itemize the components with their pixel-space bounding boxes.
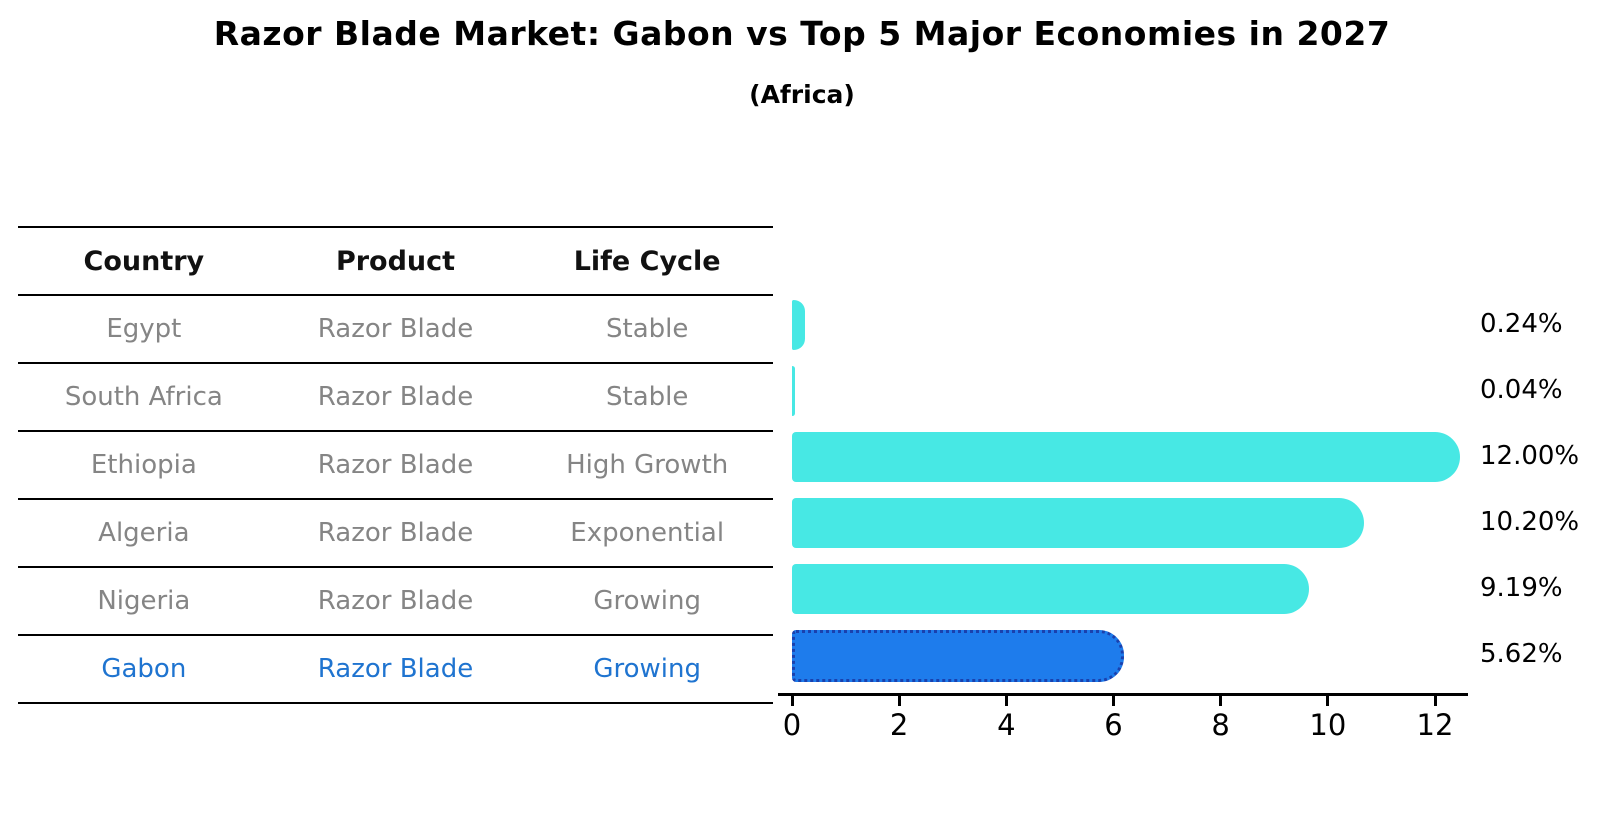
table-row: Algeria Razor Blade Exponential bbox=[18, 498, 773, 566]
x-axis-tick-label: 2 bbox=[889, 708, 909, 742]
x-axis-tick-label: 4 bbox=[997, 708, 1016, 742]
table-cell: Growing bbox=[593, 654, 701, 684]
table-cell: Ethiopia bbox=[90, 450, 197, 480]
table-header-row: Country Product Life Cycle bbox=[18, 226, 773, 294]
table-cell: Gabon bbox=[101, 654, 187, 684]
x-axis-tick-label: 12 bbox=[1416, 708, 1454, 742]
value-label: 12.00% bbox=[1480, 441, 1580, 471]
table-row: Egypt Razor Blade Stable bbox=[18, 294, 773, 362]
bar-egypt bbox=[792, 300, 805, 350]
x-axis-tick bbox=[1112, 696, 1115, 706]
table-cell: Razor Blade bbox=[317, 450, 474, 480]
table-row: Nigeria Razor Blade Growing bbox=[18, 566, 773, 634]
table-cell: Razor Blade bbox=[317, 654, 474, 684]
table-cell: Nigeria bbox=[97, 586, 191, 616]
value-label: 0.24% bbox=[1480, 309, 1563, 339]
table-cell: Razor Blade bbox=[317, 586, 474, 616]
x-axis-tick bbox=[897, 696, 901, 706]
x-axis-tick bbox=[1326, 696, 1330, 706]
table-cell: Razor Blade bbox=[317, 314, 474, 344]
comparison-table: Country Product Life Cycle Egypt Razor Blade… bbox=[18, 226, 773, 704]
x-axis-tick bbox=[790, 696, 794, 706]
chart-subtitle: (Africa) bbox=[749, 80, 855, 109]
x-axis-tick bbox=[1433, 696, 1437, 706]
table-row: Ethiopia Razor Blade High Growth bbox=[18, 430, 773, 498]
table-cell: Egypt bbox=[106, 314, 182, 344]
bar-south-africa bbox=[792, 366, 795, 416]
table-cell: Razor Blade bbox=[317, 518, 474, 548]
x-axis-tick-label: 6 bbox=[1104, 708, 1123, 742]
x-axis-tick bbox=[1219, 696, 1223, 706]
bar-algeria bbox=[792, 498, 1364, 548]
x-axis-tick-label: 8 bbox=[1211, 708, 1230, 742]
table-cell: Growing bbox=[593, 586, 701, 616]
table-cell: Razor Blade bbox=[317, 382, 474, 412]
table-cell: Stable bbox=[606, 382, 689, 412]
table-cell: South Africa bbox=[64, 382, 223, 412]
x-axis-tick-label: 0 bbox=[782, 708, 802, 742]
table-cell: Stable bbox=[606, 314, 689, 344]
column-header: Product bbox=[335, 245, 456, 277]
value-label: 9.19% bbox=[1480, 573, 1563, 603]
table-cell: Algeria bbox=[98, 518, 190, 548]
value-label: 5.62% bbox=[1480, 639, 1563, 669]
x-axis-tick bbox=[1004, 696, 1008, 706]
x-axis-line bbox=[778, 693, 1468, 696]
bar-nigeria bbox=[792, 564, 1310, 614]
chart-title: Razor Blade Market: Gabon vs Top 5 Major… bbox=[213, 14, 1391, 53]
table-row: South Africa Razor Blade Stable bbox=[18, 362, 773, 430]
table-row: Gabon Razor Blade Growing bbox=[18, 634, 773, 704]
column-header: Life Cycle bbox=[573, 245, 721, 277]
table-cell: Exponential bbox=[570, 518, 725, 548]
value-label: 0.04% bbox=[1480, 375, 1563, 405]
x-axis-tick-label: 10 bbox=[1309, 708, 1347, 742]
column-header: Country bbox=[83, 245, 205, 277]
bar-gabon bbox=[792, 630, 1125, 682]
value-label: 10.20% bbox=[1480, 507, 1580, 537]
table-cell: High Growth bbox=[566, 450, 729, 480]
bar-ethiopia bbox=[792, 432, 1460, 482]
